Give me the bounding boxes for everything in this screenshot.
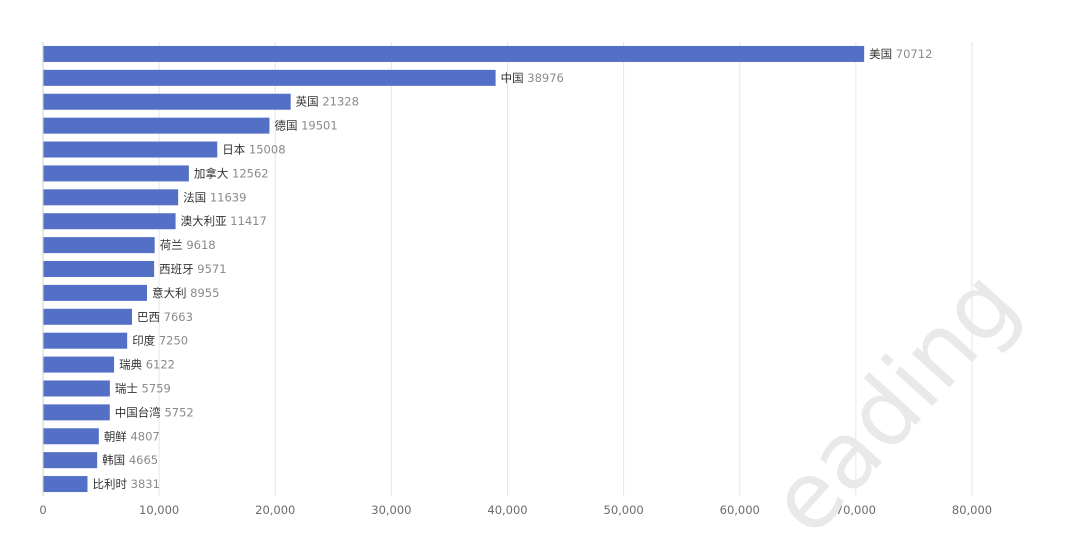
x-axis: 0 10,000 20,000 30,000 40,000 50,000 60,000 70,… [39,42,992,517]
bar-label-category: 澳大利亚 [181,214,231,228]
bar-label-category: 韩国 [102,453,129,467]
bar-label: 澳大利亚 11417 [181,214,267,228]
x-tick-label: 10,000 [139,503,179,517]
bar-label-value: 6122 [146,358,175,372]
bar [43,308,132,325]
bar-label-category: 中国 [501,71,528,85]
bar-label-value: 7250 [159,334,188,348]
watermark: eading [749,250,1038,540]
bar-label-value: 38976 [527,71,564,85]
bar [43,189,179,206]
bar [43,380,110,397]
bars-group [43,45,865,493]
bar-label-value: 21328 [322,95,359,109]
bar-label-value: 4665 [129,453,158,467]
bar [43,476,88,493]
bar-label-value: 19501 [301,119,338,133]
bar [43,237,155,254]
bar-label-value: 11639 [210,190,247,204]
bar-label: 中国 38976 [501,71,564,85]
bar [43,165,189,182]
bar-label-category: 英国 [296,95,323,109]
bar-label-category: 美国 [869,47,896,61]
bar-label-category: 印度 [132,334,159,348]
bar-label-value: 15008 [249,143,286,157]
bar-label-category: 朝鲜 [104,429,131,443]
bar [43,261,155,277]
bar-label: 美国 70712 [869,47,932,61]
bar-label: 中国台湾 5752 [115,405,194,419]
bar [43,117,270,134]
bar [43,45,865,62]
bar [43,356,115,373]
bar-label-category: 荷兰 [160,238,187,252]
bar-label: 荷兰 9618 [160,238,216,252]
bar-label-category: 巴西 [137,310,164,324]
bar [43,141,218,158]
bar-label: 英国 21328 [296,95,359,109]
bar-label-value: 12562 [232,166,269,180]
bar-label-value: 4807 [130,429,159,443]
bar [43,428,99,445]
bar-label: 韩国 4665 [102,453,158,467]
bar-label: 瑞典 6122 [119,358,175,372]
grid-lines [158,42,973,496]
bar-label: 瑞士 5759 [115,381,171,395]
bar [43,213,176,230]
bar-label-category: 瑞士 [115,381,142,395]
bar-label-value: 3831 [131,477,160,491]
bar [43,284,147,301]
bar-label-category: 瑞典 [119,358,146,372]
bar-label: 西班牙 9571 [159,262,226,276]
bar-label: 德国 19501 [274,119,337,133]
bar [43,93,291,110]
bar-label: 日本 15008 [222,143,285,157]
bar-label: 比利时 3831 [92,477,159,491]
x-tick-label: 0 [39,503,46,517]
bar-label-value: 7663 [164,310,193,324]
bar-label-value: 5752 [164,405,193,419]
bar-label-value: 5759 [142,381,171,395]
bar-label-category: 法国 [183,190,210,204]
bar-label: 意大利 8955 [152,286,219,300]
bar-label-value: 9571 [197,262,226,276]
x-tick-label: 20,000 [255,503,295,517]
bar-label-category: 中国台湾 [115,405,165,419]
bar-label: 法国 11639 [183,190,246,204]
bar-label-value: 9618 [186,238,215,252]
bar-label-category: 意大利 [152,286,190,300]
bar-label-category: 加拿大 [194,166,232,180]
x-tick-label: 50,000 [604,503,644,517]
bar-label-category: 德国 [274,119,301,133]
data-labels-group: 美国 70712 中国 38976 英国 21328 德国 19501 日本 15008… [92,47,932,491]
bar [43,452,98,469]
bar-label-value: 70712 [896,47,933,61]
x-tick-label: 40,000 [487,503,527,517]
bar-label-value: 8955 [190,286,219,300]
bar-label-category: 比利时 [92,477,130,491]
bar-label-category: 西班牙 [159,262,197,276]
bar-label: 印度 7250 [132,334,188,348]
bar-label: 加拿大 12562 [194,166,269,180]
x-tick-label: 30,000 [371,503,411,517]
bar [43,69,496,86]
bar-label-value: 11417 [230,214,267,228]
bar [43,404,110,421]
bar [43,332,128,349]
x-tick-label: 60,000 [720,503,760,517]
bar-label: 朝鲜 4807 [104,429,160,443]
x-tick-label: 80,000 [952,503,992,517]
bar-label: 巴西 7663 [137,310,193,324]
x-tick-label: 70,000 [836,503,876,517]
bar-label-category: 日本 [222,143,249,157]
